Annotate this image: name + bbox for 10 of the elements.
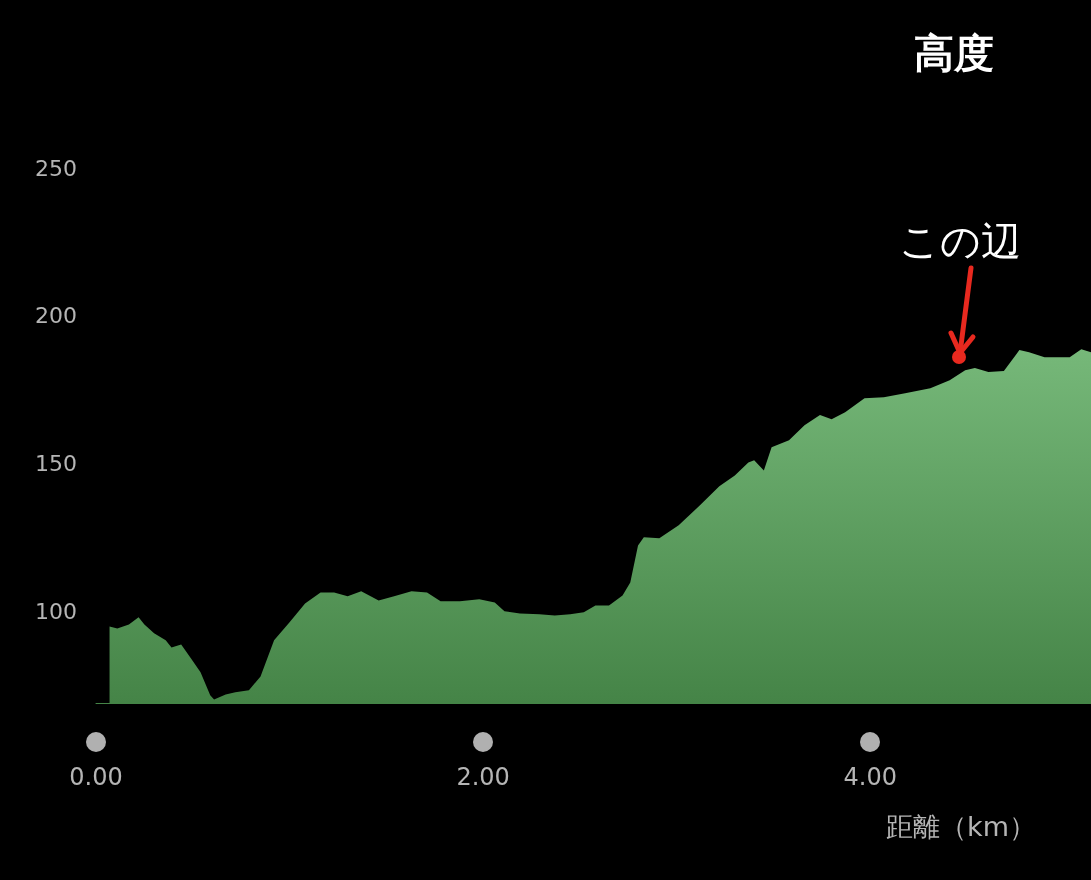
x-tick-label: 4.00: [843, 763, 898, 791]
y-tick-label: 100: [35, 598, 77, 624]
y-tick-label: 250: [35, 155, 77, 181]
y-tick-label: 200: [35, 303, 77, 329]
x-tick-label: 2.00: [456, 763, 510, 791]
x-axis-title: 距離（km）: [886, 811, 1036, 842]
x-tick-label: 0.00: [69, 763, 123, 791]
annotation: この辺: [899, 217, 1022, 266]
chart-title: 高度: [914, 30, 994, 76]
y-tick-label: 150: [35, 451, 77, 477]
